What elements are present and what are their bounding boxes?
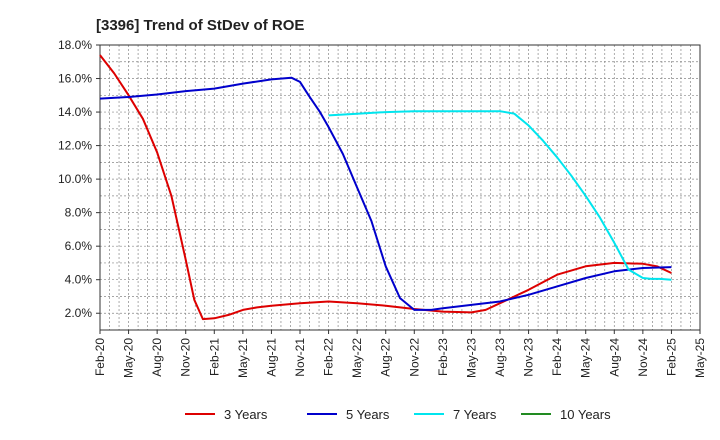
x-tick-label: Feb-24 (550, 338, 564, 376)
y-tick-label: 4.0% (65, 273, 93, 287)
x-tick-label: Feb-22 (322, 338, 336, 376)
x-tick-label: Aug-21 (264, 338, 278, 377)
x-tick-label: Aug-22 (379, 338, 393, 377)
x-tick-label: May-20 (122, 338, 136, 378)
y-tick-label: 16.0% (58, 72, 92, 86)
x-tick-label: Nov-21 (293, 338, 307, 377)
legend-label: 7 Years (453, 407, 497, 422)
legend: 3 Years 5 Years 7 Years 10 Years (185, 407, 611, 422)
x-tick-label: May-25 (693, 338, 707, 378)
chart-title: [3396] Trend of StDev of ROE (96, 17, 304, 34)
y-tick-label: 2.0% (65, 306, 93, 320)
plot-background (100, 45, 700, 330)
series-line (99, 54, 672, 321)
plot-frame (99, 44, 701, 331)
y-tick-label: 14.0% (58, 105, 92, 119)
legend-label: 10 Years (560, 407, 611, 422)
x-tick-label: Feb-25 (664, 338, 678, 376)
series-layer (99, 54, 672, 321)
y-tick-label: 12.0% (58, 139, 92, 153)
x-tick-label: Nov-23 (522, 338, 536, 377)
x-axis: Feb-20 May-20 Aug-20 Nov-20 Feb-21 May-21 Aug-… (93, 330, 707, 378)
x-tick-label: Feb-23 (436, 338, 450, 376)
y-axis: 2.0% 4.0% 6.0% 8.0% 10.0% 12.0% 14.0% 16.0% 18.0… (58, 38, 100, 320)
legend-label: 5 Years (346, 407, 390, 422)
legend-label: 3 Years (224, 407, 268, 422)
x-tick-label: Aug-23 (493, 338, 507, 377)
x-tick-label: May-21 (236, 338, 250, 378)
x-tick-label: Nov-22 (407, 338, 421, 377)
x-tick-label: May-23 (464, 338, 478, 378)
y-tick-label: 8.0% (65, 206, 93, 220)
x-tick-label: Feb-20 (93, 338, 107, 376)
y-tick-label: 6.0% (65, 239, 93, 253)
x-tick-label: Aug-24 (607, 338, 621, 377)
x-tick-label: Feb-21 (207, 338, 221, 376)
y-tick-label: 10.0% (58, 172, 92, 186)
x-tick-label: Nov-20 (179, 338, 193, 377)
series-line (99, 76, 672, 311)
x-tick-label: May-24 (579, 338, 593, 378)
x-tick-label: Aug-20 (150, 338, 164, 377)
series-line (328, 110, 672, 281)
plot-area (99, 44, 701, 331)
x-tick-label: May-22 (350, 338, 364, 378)
y-tick-label: 18.0% (58, 38, 92, 52)
x-tick-label: Nov-24 (636, 338, 650, 377)
